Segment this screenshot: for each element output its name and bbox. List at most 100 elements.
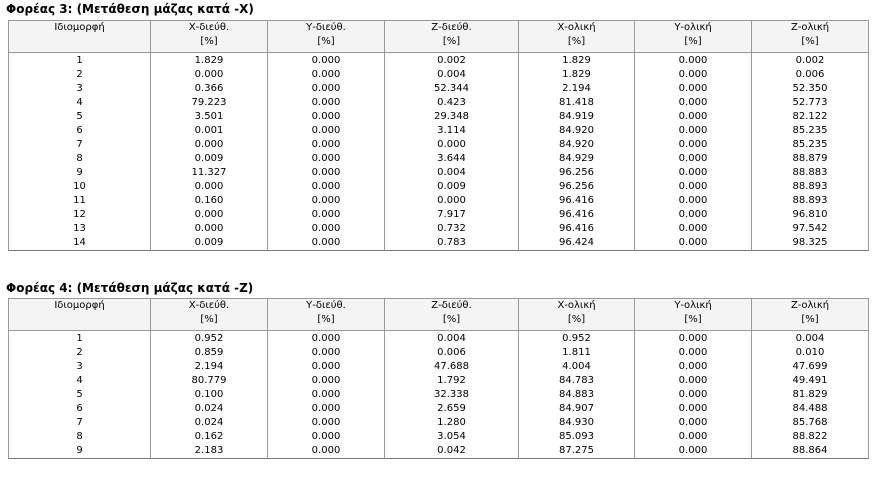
table-cell: 1.280: [384, 416, 519, 430]
table-cell: 0.000: [634, 430, 752, 444]
header-cell: Υ-διεύθ. [%]: [267, 20, 385, 53]
table-cell: 9: [8, 166, 151, 180]
table-cell: 0.000: [634, 68, 752, 82]
header-line: [%]: [684, 36, 702, 47]
table-cell: 98.325: [751, 236, 869, 251]
table-row: 8 0.162 0.000 3.054 85.093 0.000 88.822: [8, 430, 869, 444]
table-cell: 0.000: [267, 346, 385, 360]
table-cell: 7: [8, 138, 151, 152]
table-cell: 0.024: [150, 402, 268, 416]
table-cell: 0.002: [384, 52, 519, 68]
table-cell: 12: [8, 208, 151, 222]
table-cell: 0.000: [150, 208, 268, 222]
table-cell: 96.416: [518, 208, 635, 222]
table-cell: 47.699: [751, 360, 869, 374]
header-cell: Ζ-διεύθ. [%]: [384, 20, 519, 53]
table-cell: 88.893: [751, 194, 869, 208]
table-cell: 96.424: [518, 236, 635, 251]
table-cell: 0.000: [267, 194, 385, 208]
table-row: 9 2.183 0.000 0.042 87.275 0.000 88.864: [8, 444, 869, 459]
header-line: Χ-διεύθ.: [188, 22, 230, 33]
header-row: Ιδιομορφή Χ-διεύθ. [%] Υ-διεύθ. [%] Ζ-διεύθ. […: [8, 298, 869, 331]
header-cell: Ζ-ολική [%]: [751, 20, 869, 53]
header-line: Υ-διεύθ.: [306, 22, 346, 33]
table-cell: 1.811: [518, 346, 635, 360]
table-cell: 0.000: [267, 416, 385, 430]
table-cell: 0.162: [150, 430, 268, 444]
table-row: 6 0.024 0.000 2.659 84.907 0.000 84.488: [8, 402, 869, 416]
table-cell: 4: [8, 96, 151, 110]
table-cell: 0.000: [267, 82, 385, 96]
header-line: [%]: [801, 314, 819, 325]
header-cell: Ιδιομορφή: [8, 20, 151, 53]
table-cell: 0.000: [384, 194, 519, 208]
table-row: 1 1.829 0.000 0.002 1.829 0.000 0.002: [8, 52, 869, 68]
header-line: Ζ-διεύθ.: [431, 300, 472, 311]
table-cell: 32.338: [384, 388, 519, 402]
table-cell: 0.000: [150, 222, 268, 236]
header-cell: Ιδιομορφή: [8, 298, 151, 331]
table-cell: 84.930: [518, 416, 635, 430]
table-cell: 0.000: [634, 82, 752, 96]
table-cell: 14: [8, 236, 151, 251]
table-cell: 2.194: [150, 360, 268, 374]
table-cell: 0.000: [267, 222, 385, 236]
table-cell: 7: [8, 416, 151, 430]
table-cell: 0.000: [267, 430, 385, 444]
table-cell: 0.000: [634, 360, 752, 374]
table-cell: 0.859: [150, 346, 268, 360]
table-cell: 0.000: [634, 194, 752, 208]
table-cell: 88.864: [751, 444, 869, 459]
table-cell: 0.783: [384, 236, 519, 251]
table-cell: 4.004: [518, 360, 635, 374]
table-header: Ιδιομορφή Χ-διεύθ. [%] Υ-διεύθ. [%] Ζ-διεύθ. […: [8, 298, 869, 331]
table-cell: 0.000: [267, 402, 385, 416]
table-cell: 0.000: [634, 166, 752, 180]
table-cell: 3.644: [384, 152, 519, 166]
table-cell: 0.366: [150, 82, 268, 96]
table-cell: 5: [8, 388, 151, 402]
table-cell: 0.000: [634, 402, 752, 416]
table-cell: 49.491: [751, 374, 869, 388]
table-cell: 0.002: [751, 52, 869, 68]
table-row: 4 80.779 0.000 1.792 84.783 0.000 49.491: [8, 374, 869, 388]
table-cell: 79.223: [150, 96, 268, 110]
header-cell: Χ-διεύθ. [%]: [150, 20, 268, 53]
table-cell: 0.000: [150, 180, 268, 194]
table-cell: 0.000: [634, 416, 752, 430]
table-cell: 88.893: [751, 180, 869, 194]
table-cell: 0.952: [518, 330, 635, 346]
table-cell: 0.000: [634, 152, 752, 166]
table-cell: 0.000: [267, 180, 385, 194]
section-title: Φορέας 4: (Μετάθεση μάζας κατά -Z): [6, 281, 254, 295]
table-cell: 0.000: [634, 346, 752, 360]
header-line: Ιδιομορφή: [54, 300, 105, 311]
table-cell: 84.488: [751, 402, 869, 416]
table-cell: 0.000: [634, 330, 752, 346]
table-cell: 82.122: [751, 110, 869, 124]
table-cell: 0.000: [267, 236, 385, 251]
table-cell: 0.100: [150, 388, 268, 402]
table-cell: 1: [8, 52, 151, 68]
table-cell: 88.822: [751, 430, 869, 444]
table-row: 7 0.000 0.000 0.000 84.920 0.000 85.235: [8, 138, 869, 152]
table-cell: 0.000: [267, 110, 385, 124]
table-row: 7 0.024 0.000 1.280 84.930 0.000 85.768: [8, 416, 869, 430]
table-cell: 85.235: [751, 124, 869, 138]
table-cell: 6: [8, 124, 151, 138]
table-cell: 0.000: [634, 388, 752, 402]
header-cell: Υ-ολική [%]: [634, 298, 752, 331]
table-cell: 52.350: [751, 82, 869, 96]
table-cell: 0.024: [150, 416, 268, 430]
header-cell: Υ-ολική [%]: [634, 20, 752, 53]
table-cell: 0.000: [267, 124, 385, 138]
header-line: Υ-ολική: [674, 22, 712, 33]
table-cell: 0.004: [751, 330, 869, 346]
table-cell: 2: [8, 68, 151, 82]
table-row: 12 0.000 0.000 7.917 96.416 0.000 96.810: [8, 208, 869, 222]
table-cell: 0.009: [150, 236, 268, 251]
table-row: 6 0.001 0.000 3.114 84.920 0.000 85.235: [8, 124, 869, 138]
table-cell: 1.829: [518, 68, 635, 82]
table-row: 5 3.501 0.000 29.348 84.919 0.000 82.122: [8, 110, 869, 124]
